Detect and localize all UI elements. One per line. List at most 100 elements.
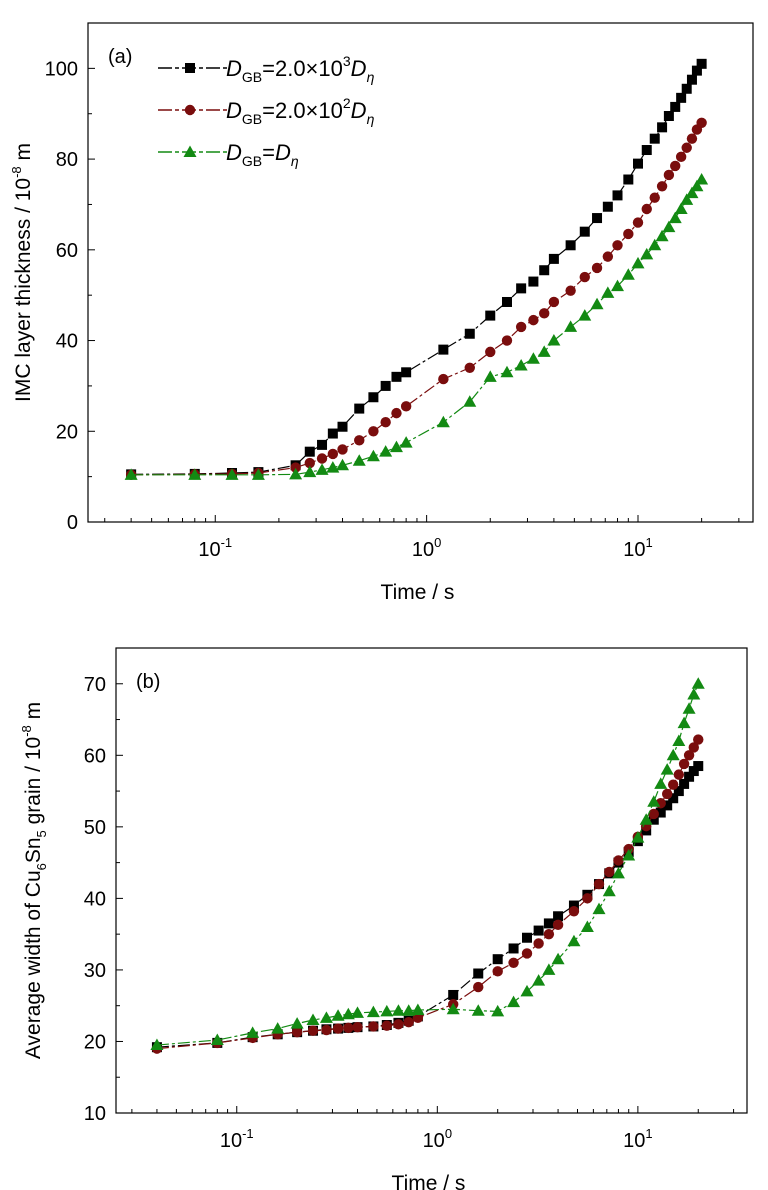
data-point-triangle [672,734,686,746]
data-point-triangle [483,370,497,382]
data-point-circle [552,919,564,931]
data-point-square [448,989,459,1000]
data-point-triangle [655,229,669,242]
data-point-circle [565,285,576,296]
data-point-square [676,92,687,103]
data-point-square [473,968,484,979]
data-point-circle [290,462,301,473]
data-point-square [533,925,544,936]
data-point-circle [548,296,560,308]
data-point-square [696,58,707,69]
data-point-triangle [551,952,565,965]
data-point-triangle [666,748,680,761]
y-tick-label: 100 [45,58,78,80]
data-point-circle [648,808,659,820]
series-square [151,761,704,1053]
x-axis-label: Time / s [392,1172,466,1190]
data-point-triangle [526,352,540,364]
data-point-triangle [251,468,265,480]
panel-label: (b) [136,671,160,693]
data-point-triangle [674,202,688,214]
data-point-triangle [303,465,317,478]
data-point-triangle [622,848,636,861]
data-point-triangle [341,1007,355,1020]
data-point-triangle [601,286,615,298]
plot-frame [87,22,754,523]
data-point-circle [368,426,379,437]
data-point-triangle [690,179,704,192]
data-point-circle [327,448,339,460]
x-tick-label: 100 [412,535,441,561]
data-point-square [548,253,559,264]
data-point-square [686,74,697,85]
data-point-triangle [648,238,662,251]
y-tick-label: 50 [84,817,106,839]
data-point-circle [343,1022,354,1034]
data-point-circle [667,779,679,790]
data-point-circle [501,335,513,346]
series-line [131,122,703,476]
data-point-circle [393,1019,404,1030]
data-point-triangle [685,186,699,199]
data-point-triangle [668,211,682,224]
data-point-circle [380,417,391,428]
series-line [156,739,699,1050]
data-point-square [516,283,527,294]
data-point-triangle [695,173,709,185]
y-tick-label: 60 [84,745,106,767]
data-point-circle [632,217,644,228]
series-line [131,63,703,475]
data-point-triangle [514,358,528,371]
data-point-triangle [411,1003,425,1015]
data-point-square [673,786,684,797]
data-point-square [592,213,603,224]
data-point-triangle [647,795,661,807]
data-point-triangle [491,1004,505,1017]
data-point-circle [515,321,527,333]
data-point-square [438,344,449,355]
data-point-circle [683,750,695,761]
series-triangle [150,677,705,1051]
data-point-triangle [580,920,594,932]
data-point-circle [352,1021,363,1033]
data-point-triangle [500,365,514,378]
data-point-triangle [366,1005,380,1018]
data-point-circle [681,142,692,153]
data-point-circle [582,893,593,904]
data-point-triangle [380,1004,394,1017]
data-point-circle [368,1021,379,1032]
y-tick-label: 20 [84,1031,106,1053]
data-point-square [668,793,679,804]
data-point-triangle [389,440,403,453]
data-point-square [380,380,391,391]
data-point-triangle [660,763,674,775]
legend-label: DGB=2.0×103Dη [226,53,375,85]
data-point-triangle [290,1017,304,1029]
data-point-square [368,392,379,403]
data-point-circle [688,742,699,753]
data-point-square [553,911,564,922]
chart-panel-b: 10-1 100 101 10 20 30 40 50 60 70 Time / s Average … [19,647,748,1190]
data-point-triangle [592,902,606,915]
series-square [126,58,707,480]
data-point-circle [337,444,348,455]
series-triangle [124,173,709,480]
y-tick-label: 40 [84,888,106,910]
data-point-circle [568,906,580,917]
data-point-triangle [631,831,645,843]
data-point-square [501,296,512,307]
data-point-square [693,761,704,772]
legend-entry: DGB=Dη [158,140,299,169]
x-tick-label: 101 [623,1126,652,1152]
data-point-square [663,110,674,121]
data-point-circle [661,788,673,800]
data-point-circle [675,151,687,163]
data-point-square [317,439,328,450]
data-point-triangle [532,974,546,986]
data-point-square [684,771,695,782]
y-tick-label: 60 [56,240,78,262]
data-point-triangle [602,884,616,897]
y-tick-label: 20 [56,421,78,443]
data-point-triangle [124,468,138,480]
